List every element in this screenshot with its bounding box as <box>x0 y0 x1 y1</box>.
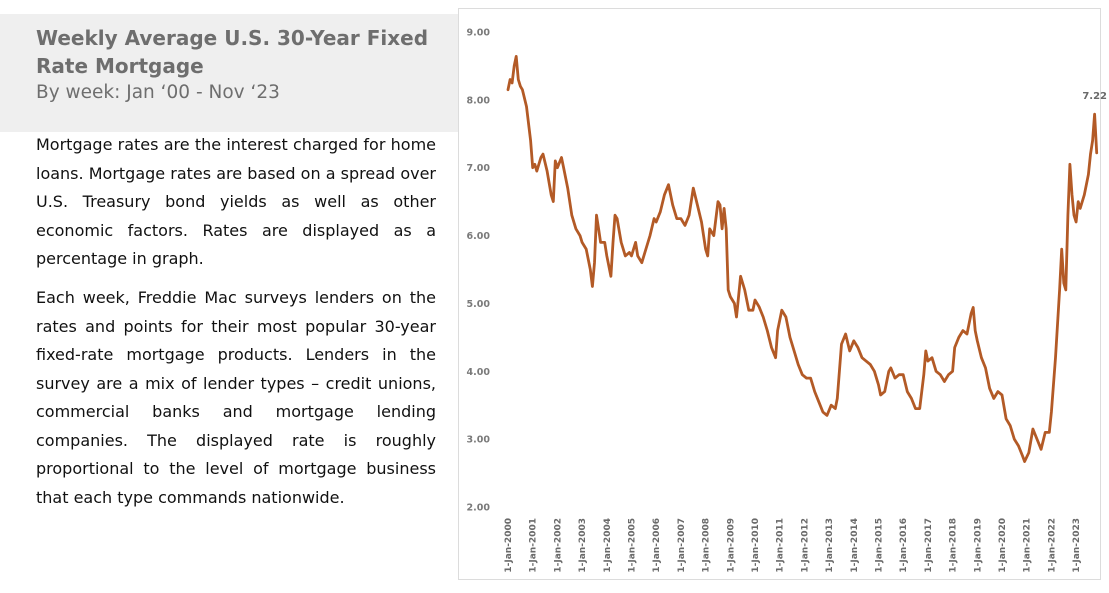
x-tick-label: 1-Jan-2000 <box>504 518 514 573</box>
x-tick-label: 1-Jan-2013 <box>825 518 835 573</box>
y-tick-label: 3.00 <box>467 435 491 446</box>
x-tick-label: 1-Jan-2014 <box>850 518 860 573</box>
x-tick-label: 1-Jan-2016 <box>899 518 909 573</box>
x-tick-label: 1-Jan-2021 <box>1023 518 1033 573</box>
x-tick-label: 1-Jan-2020 <box>998 518 1008 573</box>
x-tick-label: 1-Jan-2015 <box>875 518 885 573</box>
x-tick-label: 1-Jan-2010 <box>751 518 761 573</box>
x-tick-label: 1-Jan-2009 <box>726 518 736 573</box>
x-axis: 1-Jan-2000 1-Jan-2001 1-Jan-2002 1-Jan-2003… <box>504 518 1082 573</box>
x-tick-label: 1-Jan-2017 <box>924 518 934 573</box>
x-tick-label: 1-Jan-2004 <box>603 518 613 573</box>
x-tick-label: 1-Jan-2006 <box>652 518 662 573</box>
x-tick-label: 1-Jan-2019 <box>973 518 983 573</box>
page-title: Weekly Average U.S. 30-Year Fixed Rate M… <box>36 26 429 78</box>
y-tick-label: 2.00 <box>467 503 491 514</box>
y-tick-label: 8.00 <box>467 95 491 106</box>
x-tick-label: 1-Jan-2005 <box>628 518 638 573</box>
x-tick-label: 1-Jan-2007 <box>677 518 687 573</box>
x-tick-label: 1-Jan-2018 <box>949 518 959 573</box>
x-tick-label: 1-Jan-2008 <box>702 518 712 573</box>
x-tick-label: 1-Jan-2011 <box>776 518 786 573</box>
y-tick-label: 5.00 <box>467 299 491 310</box>
y-tick-label: 4.00 <box>467 367 491 378</box>
y-tick-label: 7.00 <box>467 163 491 174</box>
x-tick-label: 1-Jan-2002 <box>553 518 563 573</box>
x-tick-label: 1-Jan-2022 <box>1047 518 1057 573</box>
header-panel <box>0 14 458 132</box>
x-tick-label: 1-Jan-2012 <box>800 518 810 573</box>
x-tick-label: 1-Jan-2023 <box>1072 518 1082 573</box>
description-paragraph-2: Each week, Freddie Mac surveys lenders o… <box>36 288 436 507</box>
y-tick-label: 6.00 <box>467 231 491 242</box>
y-axis: 2.00 3.00 4.00 5.00 6.00 7.00 8.00 9.00 <box>467 28 491 514</box>
x-tick-label: 1-Jan-2001 <box>529 518 539 573</box>
x-tick-label: 1-Jan-2003 <box>578 518 588 573</box>
y-tick-label: 9.00 <box>467 28 491 39</box>
page-subtitle: By week: Jan ‘00 - Nov ‘23 <box>36 82 280 103</box>
chart-frame <box>458 8 1101 580</box>
end-value-label: 7.22 <box>1082 91 1107 102</box>
series-line <box>506 55 1099 463</box>
description-paragraph-1: Mortgage rates are the interest charged … <box>36 135 436 268</box>
